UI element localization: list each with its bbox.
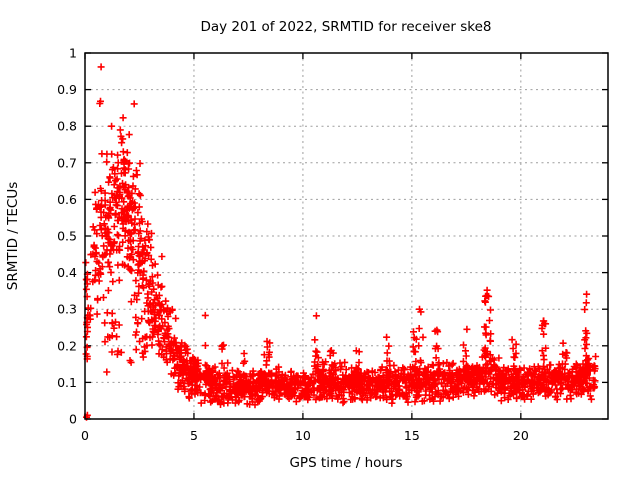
y-tick-label: 0.1	[57, 375, 77, 390]
y-tick-label: 0.3	[57, 302, 77, 317]
grid-lines	[85, 53, 608, 419]
y-tick-label: 0.2	[57, 338, 77, 353]
y-tick-label: 0.7	[57, 155, 77, 170]
tick-labels: 0 5 10 15 20 0 0.1 0.2 0.3 0.4 0.5 0.6 0.7 0.8 0.9 1	[57, 46, 529, 444]
y-tick-label: 0.9	[57, 82, 77, 97]
y-axis-label: SRMTID / TECUs	[5, 182, 21, 290]
x-tick-label: 0	[81, 428, 89, 443]
y-tick-label: 0	[69, 412, 77, 427]
x-tick-label: 20	[513, 428, 529, 443]
x-tick-label: 10	[295, 428, 311, 443]
y-tick-label: 0.5	[57, 229, 77, 244]
x-tick-label: 15	[404, 428, 420, 443]
chart-title: Day 201 of 2022, SRMTID for receiver ske…	[200, 19, 491, 35]
plot-border	[84, 52, 609, 420]
x-tick-label: 5	[190, 428, 198, 443]
y-tick-label: 1	[69, 46, 77, 61]
scatter-points	[82, 63, 600, 421]
y-tick-label: 0.4	[57, 265, 77, 280]
y-tick-label: 0.8	[57, 119, 77, 134]
y-tick-label: 0.6	[57, 192, 77, 207]
x-axis-label: GPS time / hours	[289, 455, 402, 471]
